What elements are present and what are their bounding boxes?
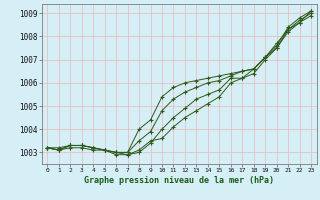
X-axis label: Graphe pression niveau de la mer (hPa): Graphe pression niveau de la mer (hPa) xyxy=(84,176,274,185)
